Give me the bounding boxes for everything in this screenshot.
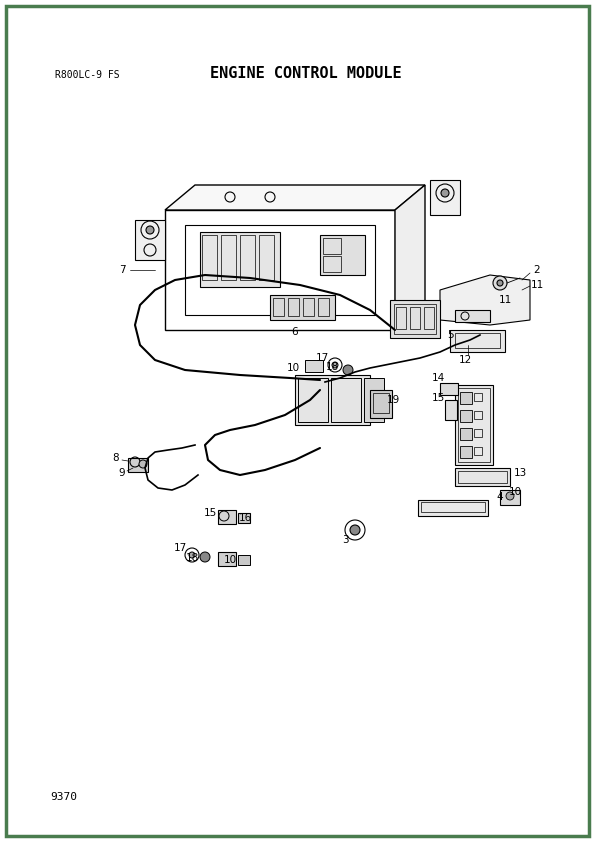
Bar	[218, 552, 236, 566]
Bar	[273, 298, 284, 316]
Bar	[370, 390, 392, 418]
Bar	[323, 238, 341, 254]
Bar	[424, 307, 434, 329]
Bar	[458, 471, 507, 483]
Text: 13: 13	[513, 468, 527, 478]
Text: 11: 11	[530, 280, 544, 290]
Bar	[221, 235, 236, 280]
Bar	[298, 378, 328, 422]
Bar	[240, 235, 255, 280]
Circle shape	[200, 552, 210, 562]
Bar	[500, 490, 520, 505]
Text: 10: 10	[509, 487, 522, 497]
Bar	[460, 446, 472, 458]
Circle shape	[139, 460, 147, 468]
Text: 7: 7	[118, 265, 126, 275]
Circle shape	[506, 492, 514, 500]
Text: 18: 18	[325, 362, 339, 372]
Bar	[318, 298, 329, 316]
Text: 6: 6	[292, 327, 298, 337]
Circle shape	[332, 362, 338, 368]
Bar	[410, 307, 420, 329]
Text: 17: 17	[173, 543, 187, 553]
Circle shape	[343, 365, 353, 375]
Text: 8: 8	[112, 453, 120, 463]
Bar	[418, 500, 488, 516]
Text: 12: 12	[458, 355, 472, 365]
Bar	[440, 383, 458, 395]
Text: 9370: 9370	[50, 792, 77, 802]
Circle shape	[441, 189, 449, 197]
Bar	[474, 411, 482, 419]
Bar	[458, 388, 490, 462]
Bar	[259, 235, 274, 280]
Text: 15: 15	[431, 393, 444, 403]
Bar	[460, 428, 472, 440]
Polygon shape	[165, 185, 425, 210]
Bar	[331, 378, 361, 422]
Bar	[445, 400, 457, 420]
Bar	[460, 410, 472, 422]
Bar	[474, 429, 482, 437]
Text: 2: 2	[534, 265, 540, 275]
Bar	[185, 225, 375, 315]
Bar	[165, 210, 395, 330]
Circle shape	[189, 552, 195, 558]
Bar	[373, 393, 389, 413]
Bar	[303, 298, 314, 316]
Bar	[305, 360, 323, 372]
Bar	[455, 333, 500, 348]
Text: 9: 9	[118, 468, 126, 478]
Text: 5: 5	[447, 330, 453, 340]
Bar	[455, 385, 493, 465]
Polygon shape	[395, 185, 425, 330]
Bar	[364, 378, 384, 422]
Bar	[128, 458, 148, 472]
Text: 19: 19	[386, 395, 400, 405]
Text: 17: 17	[315, 353, 328, 363]
Bar	[288, 298, 299, 316]
Bar	[460, 392, 472, 404]
Bar	[238, 555, 250, 565]
Text: R800LC-9 FS: R800LC-9 FS	[55, 70, 120, 80]
Text: 11: 11	[499, 295, 512, 305]
Text: 3: 3	[342, 535, 348, 545]
Polygon shape	[440, 275, 530, 325]
Bar	[474, 447, 482, 455]
Text: 18: 18	[186, 553, 199, 563]
Bar	[394, 304, 436, 334]
Bar	[396, 307, 406, 329]
Text: 10: 10	[224, 555, 237, 565]
Bar	[200, 232, 280, 287]
Circle shape	[493, 276, 507, 290]
Bar	[455, 310, 490, 322]
Text: 10: 10	[286, 363, 299, 373]
Bar	[320, 235, 365, 275]
Bar	[202, 235, 217, 280]
Bar	[323, 256, 341, 272]
Bar	[295, 375, 370, 425]
Bar	[218, 510, 236, 524]
Bar	[474, 393, 482, 401]
Polygon shape	[135, 220, 165, 260]
Text: 4: 4	[497, 492, 503, 502]
Bar	[455, 468, 510, 486]
Text: 15: 15	[203, 508, 217, 518]
Text: 16: 16	[239, 513, 252, 523]
Text: ENGINE CONTROL MODULE: ENGINE CONTROL MODULE	[210, 66, 402, 81]
Circle shape	[350, 525, 360, 535]
Bar	[450, 330, 505, 352]
Circle shape	[497, 280, 503, 286]
Bar	[421, 502, 485, 512]
Circle shape	[146, 226, 154, 234]
Bar	[270, 295, 335, 320]
Text: 14: 14	[431, 373, 444, 383]
Polygon shape	[430, 180, 460, 215]
Bar	[390, 300, 440, 338]
Bar	[238, 513, 250, 523]
